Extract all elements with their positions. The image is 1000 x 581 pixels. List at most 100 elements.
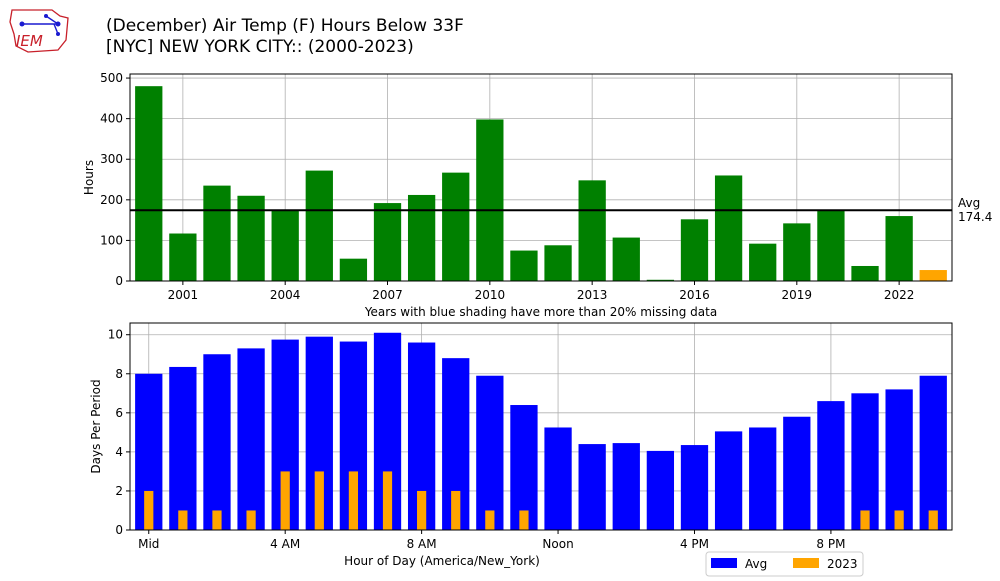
chart-title-line1: (December) Air Temp (F) Hours Below 33F	[106, 16, 464, 36]
avg-bar-hour-1	[169, 366, 197, 530]
x-tick-label: 2001	[168, 288, 199, 302]
avg-bar-hour-15	[646, 450, 675, 530]
bar-2021	[851, 265, 879, 281]
legend-swatch-avg	[711, 558, 737, 568]
x-tick-label: 4 PM	[680, 537, 709, 551]
y-axis-label: Hours	[82, 160, 96, 195]
bar-2013	[578, 180, 606, 281]
x-tick-label: 8 PM	[816, 537, 845, 551]
year-bar-hour-4	[280, 471, 290, 530]
avg-bar-hour-17	[714, 431, 743, 530]
avg-bar-hour-2	[203, 354, 231, 530]
year-bar-hour-10	[485, 510, 495, 530]
bar-2014	[612, 237, 640, 281]
year-bar-hour-23	[928, 510, 938, 530]
bar-2001	[169, 233, 197, 281]
legend-box	[705, 551, 864, 577]
avg-bar-hour-14	[612, 443, 640, 530]
bar-2022	[885, 216, 913, 281]
y-tick-label: 500	[100, 71, 123, 85]
logo-text: IEM	[16, 32, 43, 50]
legend-label-avg: Avg	[745, 557, 767, 571]
avg-bar-hour-18	[749, 427, 777, 530]
y-tick-label: 8	[115, 367, 123, 381]
avg-bar-hour-20	[817, 401, 845, 530]
year-bar-hour-21	[860, 510, 870, 530]
x-tick-label: Noon	[542, 537, 573, 551]
avg-bar-hour-16	[680, 445, 709, 530]
bar-2018	[749, 243, 777, 281]
x-tick-label: 2019	[782, 288, 813, 302]
x-axis-label: Hour of Day (America/New_York)	[344, 554, 540, 568]
year-bar-hour-0	[144, 490, 154, 530]
x-tick-label: 2007	[372, 288, 403, 302]
x-tick-label: 2022	[884, 288, 915, 302]
year-bar-hour-2	[212, 510, 222, 530]
y-tick-label: 0	[115, 523, 123, 537]
y-tick-label: 300	[100, 152, 123, 166]
legend: Avg 2023	[705, 551, 864, 577]
bar-2017	[714, 175, 743, 281]
bar-2020	[817, 209, 845, 281]
year-bar-hour-22	[894, 510, 904, 530]
avg-bar-hour-21	[851, 393, 879, 530]
year-bar-hour-8	[417, 490, 427, 530]
avg-bar-hour-23	[919, 375, 947, 530]
bar-2003	[237, 195, 265, 281]
plot-frame	[129, 73, 953, 282]
avg-bar-hour-22	[885, 389, 913, 530]
x-axis-label: Years with blue shading have more than 2…	[364, 305, 717, 319]
x-tick-label: 2004	[270, 288, 301, 302]
bar-2016	[680, 219, 709, 281]
bar-2002	[203, 185, 231, 281]
avg-bar-hour-13	[578, 444, 606, 530]
avg-bar-hour-3	[237, 348, 265, 530]
bar-2007	[373, 203, 402, 281]
avg-bar-hour-12	[544, 427, 572, 530]
bar-2006	[339, 258, 368, 281]
year-bar-hour-6	[348, 471, 359, 530]
y-tick-label: 0	[115, 274, 123, 288]
x-tick-label: 8 AM	[407, 537, 437, 551]
bar-2011	[510, 250, 538, 281]
y-tick-label: 2	[115, 484, 123, 498]
bar-2015	[646, 279, 675, 281]
plot-frame	[129, 322, 953, 531]
bar-2004	[271, 209, 299, 281]
bar-2019	[783, 223, 811, 281]
avg-bar-hour-10	[476, 375, 504, 530]
year-bar-hour-5	[314, 471, 324, 530]
avg-bar-hour-11	[510, 405, 538, 530]
avg-value: 174.4	[958, 210, 992, 224]
y-tick-label: 100	[100, 233, 123, 247]
y-axis-label: Days Per Period	[89, 379, 103, 473]
y-tick-label: 200	[100, 193, 123, 207]
x-tick-label: 2013	[577, 288, 608, 302]
bar-2012	[544, 245, 572, 281]
x-tick-label: 2010	[475, 288, 506, 302]
y-tick-label: 10	[108, 328, 123, 342]
bar-2023	[919, 270, 947, 281]
y-tick-label: 6	[115, 406, 123, 420]
chart-title-line2: [NYC] NEW YORK CITY:: (2000-2023)	[106, 37, 414, 57]
legend-label-2023: 2023	[827, 557, 858, 571]
iem-logo: IEM	[8, 6, 72, 56]
y-tick-label: 4	[115, 445, 123, 459]
year-bar-hour-9	[451, 490, 461, 530]
x-tick-label: 2016	[679, 288, 710, 302]
bar-2000	[135, 86, 163, 281]
y-tick-label: 400	[100, 112, 123, 126]
year-bar-hour-7	[382, 471, 393, 530]
bar-2009	[442, 172, 470, 281]
bar-2005	[305, 170, 333, 281]
avg-label: Avg	[958, 196, 980, 210]
days-per-period-chart: 0 2 4 6 8 10 Mid 4 AM 8 AM Noon 4 PM 8 PM Days Per P…	[89, 322, 953, 577]
year-bar-hour-3	[246, 510, 256, 530]
year-bar-hour-11	[519, 510, 529, 530]
bar-2008	[407, 194, 436, 281]
avg-bar-hour-19	[783, 416, 811, 530]
bar-2010	[476, 119, 504, 281]
x-tick-label: Mid	[138, 537, 159, 551]
